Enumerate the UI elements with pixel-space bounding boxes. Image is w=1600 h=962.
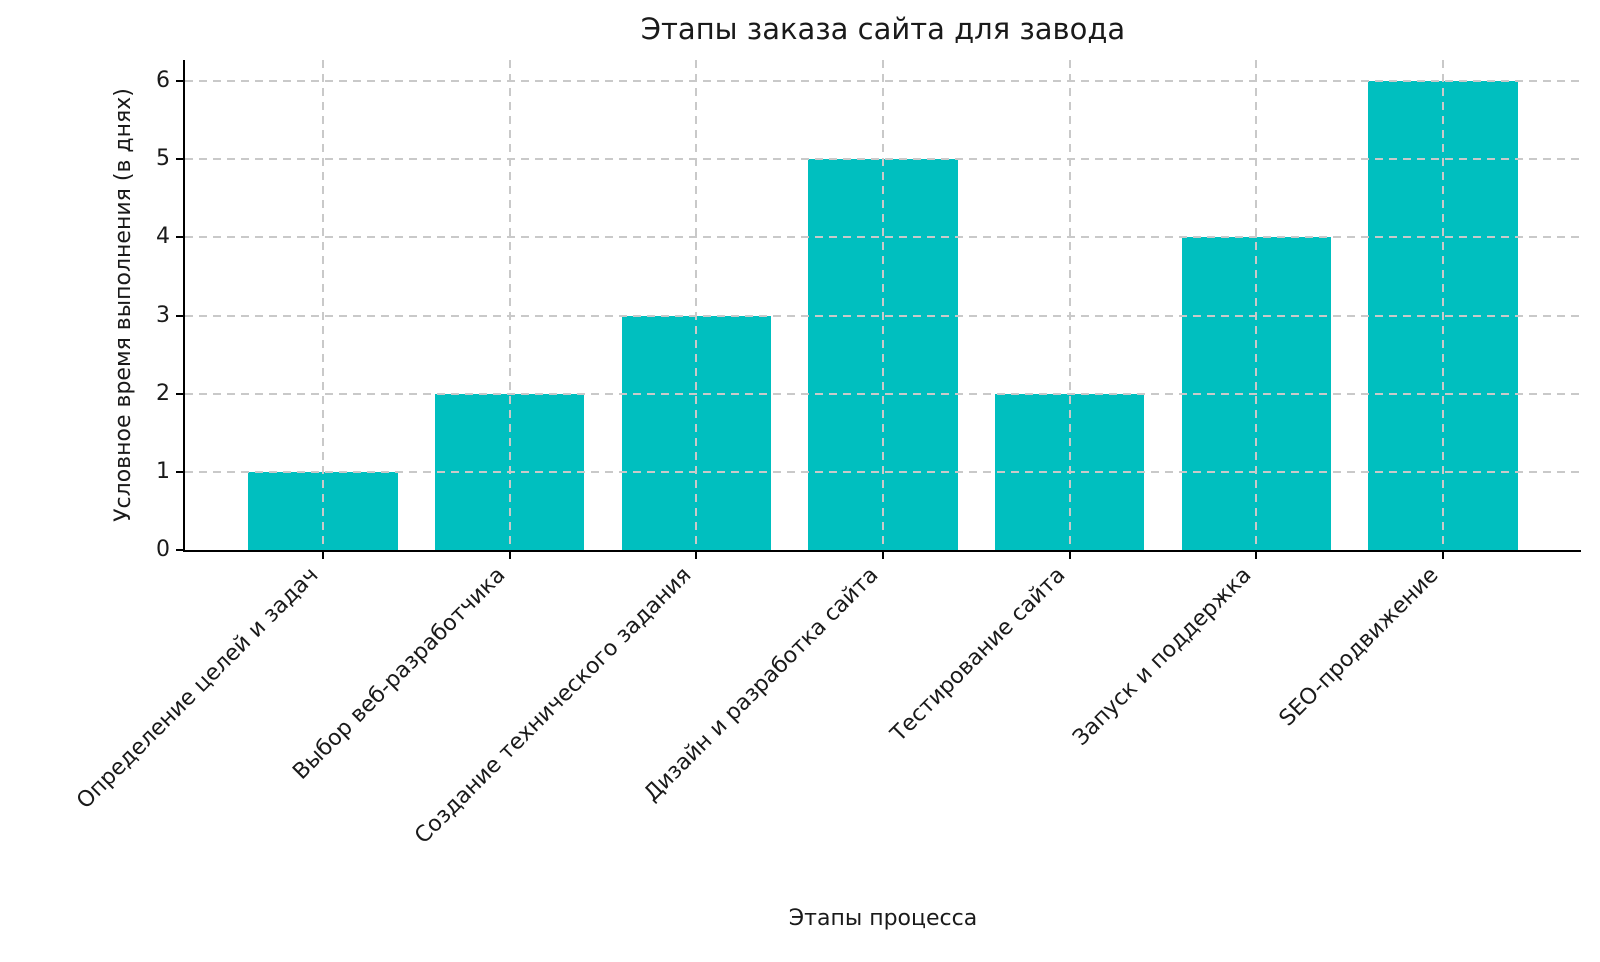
y-tick-label-1: 1 [156,458,170,484]
y-tick-mark-6 [176,80,183,83]
x-tick-mark-6 [1441,552,1444,559]
y-tick-mark-5 [176,158,183,161]
x-tick-mark-5 [1255,552,1258,559]
y-tick-mark-3 [176,314,183,317]
y-tick-mark-2 [176,392,183,395]
y-tick-label-0: 0 [156,537,170,562]
x-axis-label: Этапы процесса [788,906,978,931]
y-tick-mark-4 [176,236,183,239]
plot-area [176,60,1581,559]
gridline-v-4 [1068,60,1071,550]
y-tick-label-6: 6 [156,68,170,94]
x-tick-label-2: Создание технического задания [410,562,697,849]
gridline-v-0 [322,60,325,550]
y-tick-label-4: 4 [156,224,170,250]
gridline-v-5 [1255,60,1258,550]
gridline-v-2 [695,60,698,550]
x-tick-mark-3 [882,552,884,559]
gridline-v-6 [1441,60,1444,550]
x-tick-label-6: SEO-продвижение [1274,562,1444,732]
x-tick-mark-4 [1068,552,1071,559]
y-tick-label-3: 3 [156,302,170,328]
y-tick-mark-1 [176,470,183,473]
x-tick-label-4: Тестирование сайта [885,562,1071,747]
x-tick-label-5: Запуск и поддержка [1068,562,1257,751]
x-tick-mark-2 [695,552,698,559]
x-tick-mark-0 [322,552,325,559]
x-tick-label-1: Выбор веб-разработчика [288,562,511,785]
gridline-v-1 [508,60,511,550]
x-tick-mark-1 [508,552,511,559]
x-tick-label-3: Дизайн и разработка сайта [639,562,884,807]
y-tick-label-2: 2 [156,380,170,406]
y-tick-label-5: 5 [156,146,170,172]
y-tick-mark-0 [176,549,183,551]
chart-title: Этапы заказа сайта для завода [640,12,1126,46]
gridline-v-3 [882,60,884,550]
